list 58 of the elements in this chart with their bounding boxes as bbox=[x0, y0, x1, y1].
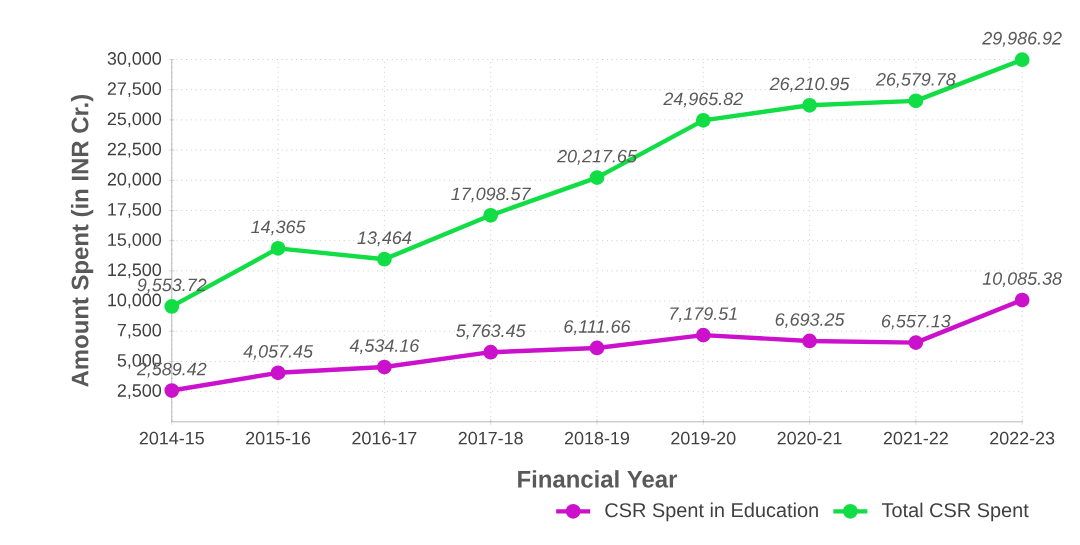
y-tick-label: 12,500 bbox=[108, 263, 162, 279]
x-tick-label: 2018-19 bbox=[564, 431, 630, 445]
point bbox=[270, 365, 286, 381]
data-label: 6,693.25 bbox=[775, 313, 845, 329]
y-tick-label: 30,000 bbox=[107, 52, 162, 68]
x-tick-label: 2015-16 bbox=[246, 431, 311, 445]
point bbox=[1014, 292, 1030, 308]
point bbox=[695, 113, 711, 128]
point bbox=[270, 241, 286, 256]
data-label: 6,111.66 bbox=[564, 320, 631, 336]
data-label: 29,986.92 bbox=[982, 31, 1062, 47]
point bbox=[908, 335, 924, 351]
y-tick-label: 10,000 bbox=[108, 293, 162, 309]
x-tick-label: 2021-22 bbox=[883, 431, 948, 445]
data-label: 7,179.51 bbox=[670, 307, 737, 323]
data-label: 5,763.45 bbox=[456, 324, 526, 340]
point bbox=[483, 208, 499, 223]
data-label: 4,057.45 bbox=[243, 345, 314, 360]
data-label: 4,534.16 bbox=[349, 339, 420, 355]
y-tick-label: 27,500 bbox=[107, 82, 162, 98]
point bbox=[589, 340, 605, 356]
data-label: 6,557.13 bbox=[881, 314, 951, 330]
x-tick-label: 2016-17 bbox=[352, 431, 417, 445]
data-label: 17,098.57 bbox=[451, 187, 532, 203]
data-label: 26,579.78 bbox=[875, 73, 956, 88]
x-axis-title: Financial Year bbox=[518, 470, 678, 488]
x-tick-label: 2014-15 bbox=[139, 431, 204, 445]
legend-label: Total CSR Spent bbox=[881, 502, 1029, 522]
y-tick-label: 17,500 bbox=[108, 203, 162, 218]
point bbox=[695, 327, 711, 343]
data-label: 14,365 bbox=[251, 220, 306, 236]
point bbox=[589, 170, 605, 186]
data-label: 26,210.95 bbox=[769, 77, 850, 93]
point bbox=[377, 359, 392, 375]
x-tick-label: 2019-20 bbox=[671, 431, 736, 445]
y-tick-label: 15,000 bbox=[108, 233, 162, 249]
y-tick-label: 2,500 bbox=[117, 384, 162, 400]
y-tick-label: 22,500 bbox=[107, 142, 162, 158]
x-tick-label: 2022-23 bbox=[990, 431, 1055, 445]
x-tick-label: 2017-18 bbox=[458, 431, 523, 445]
point bbox=[802, 333, 817, 349]
y-tick-label: 20,000 bbox=[107, 172, 162, 188]
point bbox=[483, 344, 499, 360]
x-tick-label: 2020-21 bbox=[777, 431, 842, 445]
legend-label: CSR Spent in Education bbox=[605, 502, 818, 522]
data-label: 24,965.82 bbox=[663, 92, 743, 108]
point bbox=[377, 251, 392, 267]
point bbox=[908, 93, 924, 109]
point bbox=[1014, 52, 1030, 68]
point bbox=[164, 299, 180, 314]
data-label: 10,085.38 bbox=[982, 272, 1062, 288]
data-label: 9,553.72 bbox=[137, 278, 207, 294]
y-tick-label: 7,500 bbox=[117, 323, 162, 339]
point bbox=[164, 383, 180, 398]
point bbox=[802, 98, 817, 113]
y-axis-title: Amount Spent (in INR Cr.) bbox=[70, 95, 94, 387]
y-tick-label: 25,000 bbox=[107, 112, 162, 128]
data-label: 13,464 bbox=[357, 231, 412, 247]
